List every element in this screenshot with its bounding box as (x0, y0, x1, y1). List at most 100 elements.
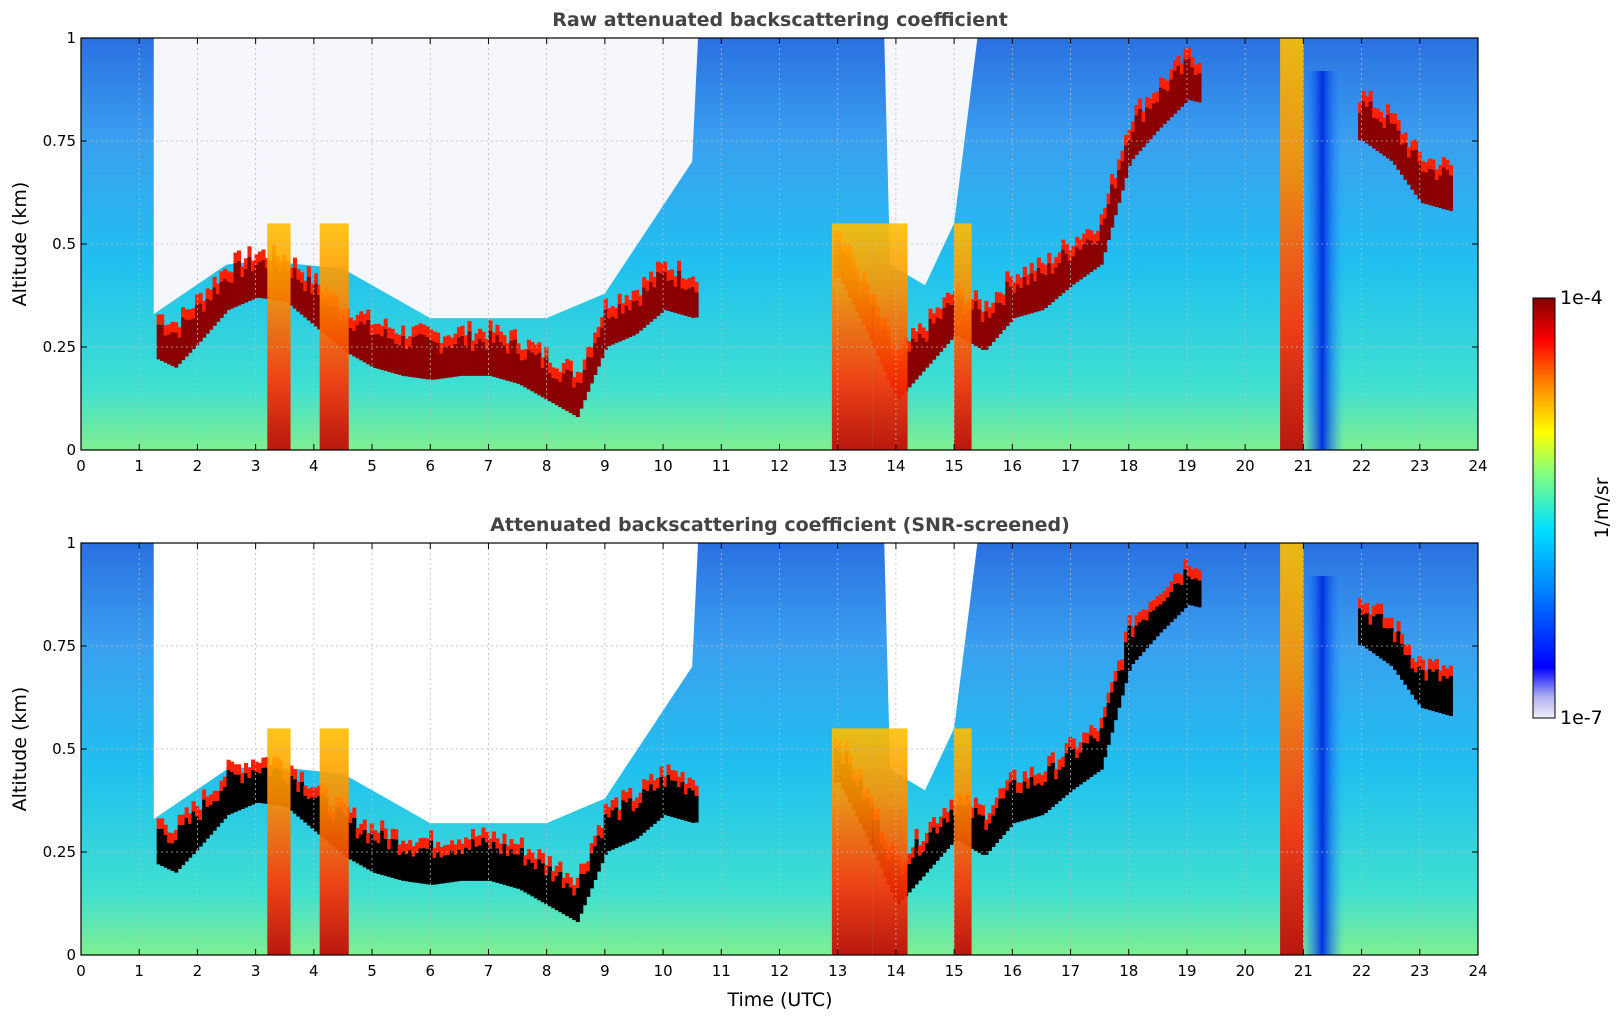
cloud-edge-cell (1026, 274, 1031, 285)
cloud-edge-cell (498, 331, 504, 342)
cloud-layer-cell (422, 848, 427, 884)
cloud-layer-cell (1106, 203, 1111, 240)
cloud-layer-cell (638, 803, 643, 836)
cloud-edge-cell (233, 764, 238, 775)
cloud-edge-cell (561, 877, 566, 889)
cloud-edge-cell (477, 835, 483, 846)
cloud-layer-cell (394, 343, 399, 374)
cloud-edge-cell (1406, 644, 1412, 656)
cloud-edge-cell (387, 838, 392, 850)
cloud-layer-cell (296, 279, 301, 312)
cloud-edge-cell (394, 829, 399, 840)
cloud-edge-cell (1057, 252, 1062, 263)
cloud-layer-cell (1064, 253, 1069, 291)
cloud-edge-cell (1096, 730, 1101, 742)
cloud-edge-cell (226, 271, 231, 282)
cloud-edge-cell (219, 780, 224, 791)
cloud-layer-cell (1019, 792, 1024, 822)
cloud-edge-cell (911, 847, 916, 858)
cloud-layer-cell (1172, 583, 1178, 619)
cloud-edge-cell (533, 858, 538, 869)
cloud-layer-cell (1117, 670, 1122, 708)
cloud-edge-cell (223, 268, 228, 280)
cloud-layer-cell (1379, 122, 1384, 154)
cloud-edge-cell (352, 320, 357, 331)
cloud-edge-cell (607, 308, 612, 319)
x-tick-label: 7 (484, 962, 494, 980)
cloud-layer-cell (530, 352, 535, 392)
cloud-edge-cell (621, 790, 626, 801)
cloud-edge-cell (1190, 569, 1195, 580)
cloud-edge-cell (1389, 617, 1394, 629)
cloud-layer-cell (987, 317, 992, 346)
cloud-edge-cell (191, 308, 196, 319)
cloud-edge-cell (614, 308, 619, 319)
cloud-layer-cell (1400, 144, 1405, 175)
cloud-layer-cell (418, 848, 423, 884)
cloud-layer-cell (296, 791, 301, 817)
cloud-layer-cell (1012, 780, 1017, 824)
cloud-layer-cell (1417, 666, 1422, 705)
cloud-layer-cell (994, 302, 999, 338)
cloud-edge-cell (257, 762, 263, 774)
cloud-edge-cell (1403, 644, 1408, 655)
cloud-edge-cell (1413, 661, 1419, 673)
cloud-layer-cell (928, 832, 933, 869)
cloud-edge-cell (600, 827, 605, 839)
cloud-layer-cell (1061, 249, 1066, 294)
cloud-edge-cell (366, 309, 371, 320)
x-tick-label: 21 (1294, 457, 1313, 475)
cloud-layer-cell (243, 268, 249, 303)
cloud-edge-cell (1441, 157, 1446, 168)
cloud-layer-cell (491, 841, 497, 882)
cloud-layer-cell (317, 795, 322, 835)
cloud-layer-cell (264, 268, 270, 299)
cloud-layer-cell (167, 842, 172, 870)
cloud-layer-cell (659, 273, 664, 313)
cloud-edge-cell (247, 767, 252, 779)
cloud-edge-cell (491, 831, 497, 842)
cloud-layer-cell (191, 811, 196, 855)
cloud-layer-cell (1193, 74, 1199, 102)
x-tick-label: 21 (1294, 962, 1313, 980)
cloud-layer-cell (387, 337, 392, 372)
cloud-edge-cell (1183, 48, 1188, 60)
cloud-edge-cell (1054, 768, 1059, 780)
cloud-edge-cell (596, 326, 601, 338)
cloud-layer-cell (603, 308, 608, 350)
cloud-layer-cell (1152, 610, 1157, 641)
cloud-edge-cell (628, 299, 633, 311)
cloud-edge-cell (1179, 63, 1185, 75)
cloud-layer-cell (987, 823, 992, 851)
cloud-edge-cell (1047, 252, 1052, 264)
cloud-layer-cell (1197, 73, 1202, 103)
cloud-edge-cell (457, 327, 462, 338)
cloud-edge-cell (1368, 614, 1373, 625)
cloud-edge-cell (1057, 759, 1062, 770)
cloud-edge-cell (1120, 150, 1125, 162)
cloud-edge-cell (596, 825, 601, 836)
cloud-layer-cell (261, 259, 266, 299)
cloud-layer-cell (1019, 287, 1024, 317)
cloud-edge-cell (289, 267, 294, 278)
cloud-edge-cell (236, 250, 242, 261)
cloud-layer-cell (677, 271, 682, 314)
cloud-layer-cell (925, 843, 930, 873)
cloud-edge-cell (1424, 162, 1429, 173)
cloud-layer-cell (1001, 304, 1006, 331)
cloud-edge-cell (938, 308, 944, 319)
cloud-edge-cell (198, 292, 203, 304)
cloud-edge-cell (1159, 77, 1164, 88)
cloud-edge-cell (296, 269, 301, 280)
cloud-layer-cell (1375, 118, 1380, 151)
cloud-layer-cell (390, 339, 395, 373)
cloud-layer-cell (1389, 123, 1394, 161)
cloud-edge-cell (1393, 113, 1398, 124)
precipitation-band (954, 728, 972, 955)
cloud-edge-cell (544, 347, 549, 358)
x-tick-label: 5 (367, 457, 377, 475)
cloud-layer-cell (1036, 267, 1041, 312)
x-tick-label: 20 (1236, 962, 1255, 980)
x-tick-label: 23 (1410, 962, 1429, 980)
